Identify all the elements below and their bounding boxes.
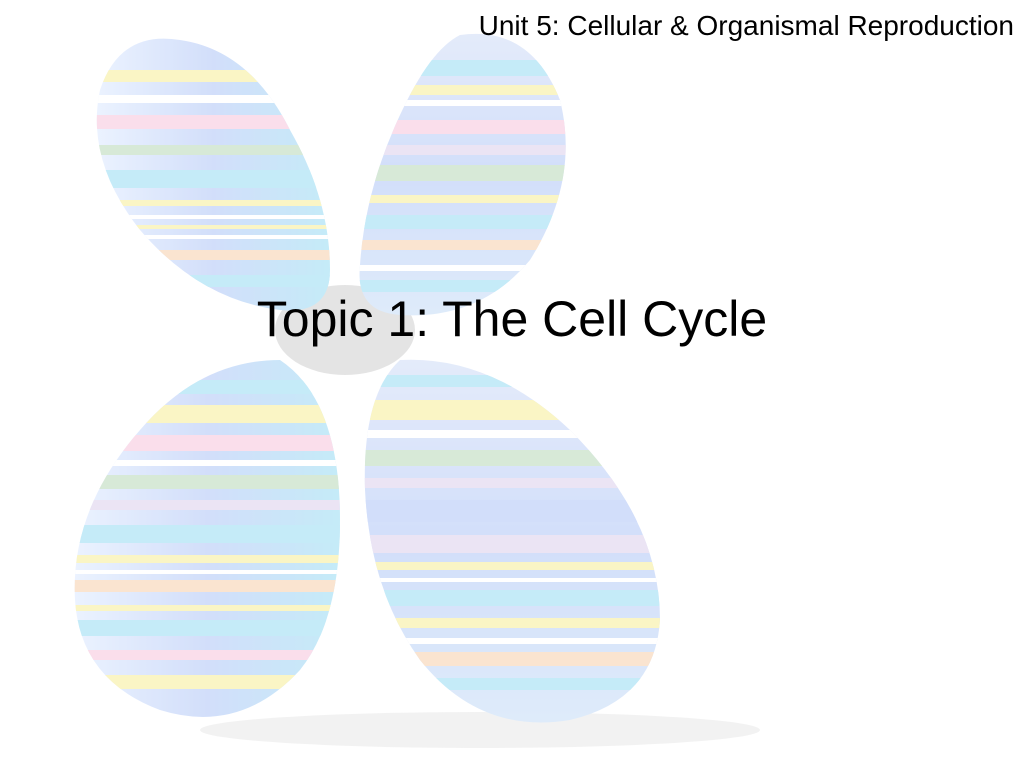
chromosome-illustration [0, 0, 1024, 768]
topic-title: Topic 1: The Cell Cycle [0, 290, 1024, 348]
unit-header: Unit 5: Cellular & Organismal Reproducti… [479, 10, 1014, 42]
